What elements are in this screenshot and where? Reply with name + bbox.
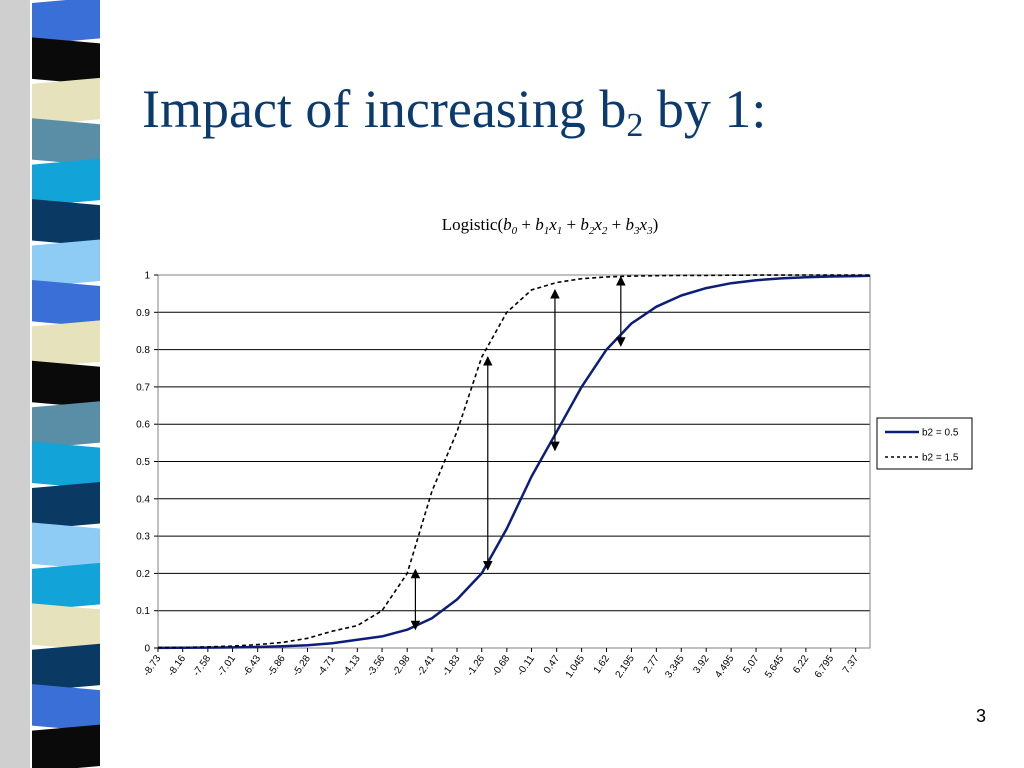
sidebar-stripe — [32, 401, 100, 449]
y-tick-label: 1 — [144, 271, 150, 282]
chart-title-part: + — [607, 215, 625, 234]
sidebar-stripe — [32, 684, 100, 732]
sidebar-stripe — [32, 562, 100, 611]
chart-title-part: 1 — [544, 225, 550, 237]
x-tick-label: -2.98 — [391, 653, 413, 678]
x-tick-label: -4.13 — [341, 653, 363, 678]
sidebar-stripe — [32, 320, 100, 368]
x-tick-label: -0.11 — [515, 653, 537, 678]
chart-title-part: b — [535, 215, 544, 234]
sidebar-gap — [100, 0, 120, 768]
series-layer — [157, 274, 871, 650]
arrow-layer — [410, 275, 626, 631]
y-tick-label: 0.3 — [136, 532, 150, 543]
x-tick-label: 5.645 — [763, 653, 787, 680]
x-tick-label: 1.62 — [592, 653, 612, 676]
x-tick-label: 6.795 — [813, 653, 837, 680]
y-tick-label: 0.8 — [136, 345, 150, 356]
sidebar-stripe — [32, 118, 100, 166]
chart-title-part: b — [503, 215, 512, 234]
x-tick-label: 4.495 — [713, 653, 737, 680]
sidebar-stripe — [32, 37, 100, 85]
slide-number: 3 — [976, 706, 987, 726]
title-main-text: Impact of increasing b — [142, 79, 627, 139]
sidebar-stripe — [32, 522, 100, 570]
x-tick-label: -8.16 — [166, 653, 188, 678]
sidebar-stripe — [32, 158, 100, 207]
title-subscript: 2 — [626, 107, 644, 144]
legend-box — [876, 417, 973, 470]
chart-title: Logistic(b0 + b1x1 + b2x2 + b3x3) — [442, 215, 658, 237]
y-tick-label: 0.2 — [136, 569, 150, 580]
chart-title-part: 0 — [512, 225, 518, 237]
x-tick-label: 1.045 — [564, 653, 588, 680]
x-tick-label: 0.47 — [542, 653, 562, 676]
chart-title-part: 3 — [633, 225, 640, 237]
x-tick-label: -3.56 — [365, 653, 387, 678]
legend-label: b2 = 0.5 — [922, 428, 959, 439]
x-tick-label: -5.86 — [266, 653, 288, 678]
y-tick-label: 0.9 — [136, 308, 150, 319]
x-tick-label: 7.37 — [841, 653, 861, 676]
legend: b2 = 0.5 b2 = 1.5 — [876, 417, 973, 470]
legend-label: b2 = 1.5 — [922, 453, 959, 464]
series-line — [157, 274, 870, 649]
sidebar-stripe — [32, 360, 100, 409]
sidebar-stripe — [32, 482, 100, 530]
chart-title-part: b — [626, 215, 635, 234]
x-tick-label: -1.26 — [465, 653, 487, 678]
sidebar-stripe — [32, 199, 100, 247]
chart-title-part: x — [639, 215, 648, 234]
logistic-chart: Logistic(b0 + b1x1 + b2x2 + b3x3) 00.10.… — [136, 215, 973, 680]
chart-title-part: 2 — [589, 225, 595, 237]
x-tick-label: -6.43 — [241, 653, 263, 678]
y-tick-label: 0.1 — [136, 606, 150, 617]
chart-title-part: 2 — [602, 225, 608, 237]
title-tail-text: by 1: — [643, 79, 767, 139]
x-tick-label: 3.92 — [691, 653, 711, 676]
sidebar-stripe — [32, 643, 100, 692]
decorative-sidebar — [0, 0, 120, 768]
y-tick-label: 0 — [144, 644, 150, 655]
y-axis: 0 0.1 0.2 0.3 0.4 0.5 0.6 0.7 0.8 0.9 1 — [136, 271, 158, 655]
series-line — [157, 274, 871, 650]
sidebar-edge — [0, 0, 30, 768]
gridlines — [158, 274, 870, 649]
x-tick-label: -4.71 — [316, 653, 338, 678]
sidebar-stripe — [32, 239, 100, 287]
y-tick-label: 0.4 — [136, 494, 150, 505]
chart-title-part: 1 — [557, 225, 563, 237]
chart-title-part: x — [548, 215, 557, 234]
x-tick-label: -7.58 — [191, 653, 213, 678]
slide-title: Impact of increasing b2 by 1: — [142, 78, 767, 143]
x-tick-label: 2.77 — [642, 653, 662, 676]
chart-title-part: ) — [653, 215, 659, 234]
x-tick-label: -7.01 — [216, 653, 238, 678]
x-tick-label: -8.73 — [141, 653, 163, 678]
y-tick-label: 0.6 — [136, 420, 150, 431]
chart-title-part: b — [580, 215, 589, 234]
y-tick-label: 0.5 — [136, 457, 150, 468]
x-tick-label: 3.345 — [663, 653, 687, 680]
x-tick-label: 5.07 — [741, 653, 761, 676]
y-tick-label: 0.7 — [136, 382, 150, 393]
x-tick-label: -1.83 — [440, 653, 462, 678]
chart-title-part: + — [562, 215, 580, 234]
sidebar-stripe — [32, 603, 100, 651]
chart-title-part: Logistic( — [442, 215, 504, 234]
sidebar-stripe — [32, 77, 100, 126]
chart-title-part: 3 — [646, 225, 653, 237]
x-tick-label: -2.41 — [415, 653, 437, 678]
chart-title-part: x — [593, 215, 602, 234]
x-tick-label: 6.22 — [791, 653, 811, 676]
sidebar-stripe — [32, 724, 100, 768]
x-tick-label: 2.195 — [614, 653, 638, 680]
sidebar-stripe — [32, 441, 100, 490]
x-tick-label: -0.68 — [490, 653, 512, 678]
x-axis: -8.73 -8.16 -7.58 -7.01 -6.43 -5.86 -5.28 -4.71… — [141, 648, 861, 680]
sidebar-stripe — [32, 279, 100, 328]
chart-title-part: + — [517, 215, 535, 234]
sidebar-stripe — [32, 0, 100, 45]
x-tick-label: -5.28 — [291, 653, 313, 678]
